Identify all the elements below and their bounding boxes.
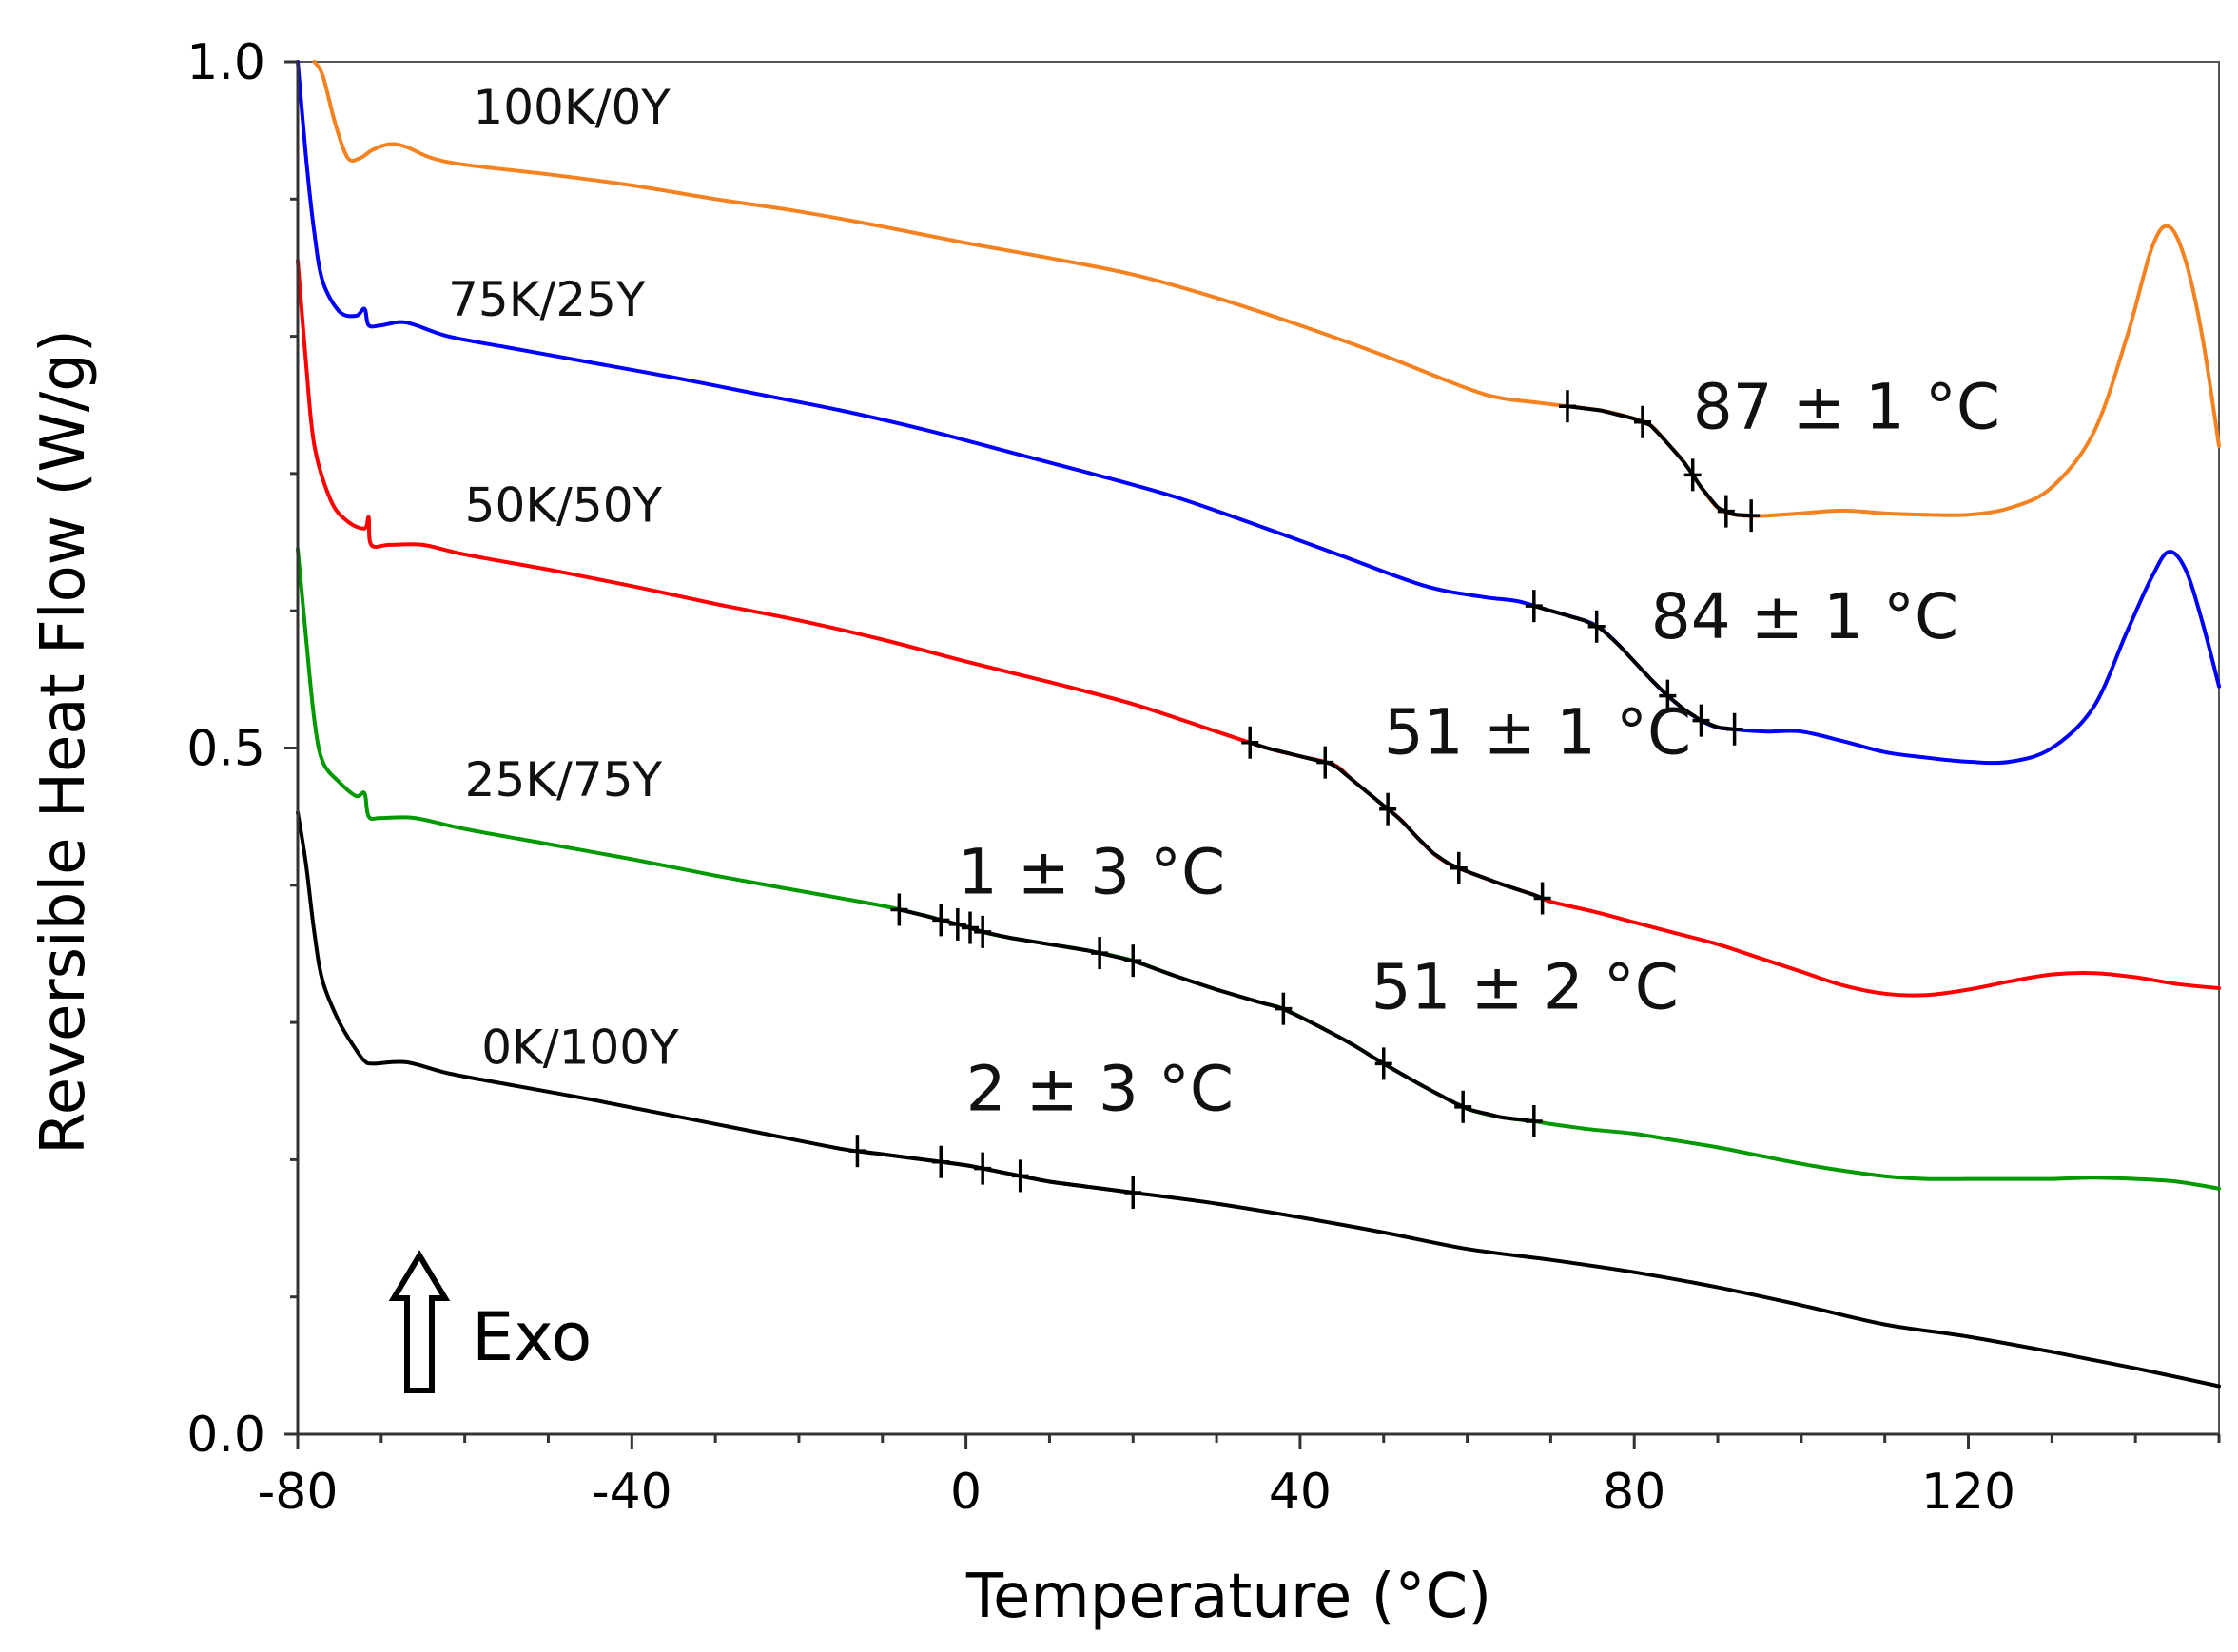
x-tick-label: 0 xyxy=(950,1464,982,1521)
exo-label: Exo xyxy=(472,1298,592,1376)
x-tick-label: 120 xyxy=(1921,1464,2015,1521)
plot-border xyxy=(297,61,2220,1435)
exo-indicator: Exo xyxy=(388,1250,592,1393)
tg-annotation: 87 ± 1 °C xyxy=(1693,370,2000,443)
series-line-100k-0y xyxy=(312,60,2221,518)
series-label-75k-25y: 75K/25Y xyxy=(448,272,646,327)
series-75k-25y: 75K/25Y xyxy=(296,60,2221,766)
y-tick-label: 0.0 xyxy=(186,1407,265,1464)
transition-overlay-25k-75y xyxy=(898,907,1535,1123)
y-tick-label: 0.5 xyxy=(186,721,265,778)
y-tick-label: 1.0 xyxy=(186,34,265,91)
plot-area xyxy=(297,61,2220,1435)
transition-overlay-100k-0y xyxy=(1567,404,1752,518)
tg-annotation: 2 ± 3 °C xyxy=(966,1052,1234,1125)
transition-overlay-50k-50y xyxy=(1249,740,1544,901)
axis-layer: 0.0 0.5 1.0 -80 -40 0 40 80 120 xyxy=(186,34,2221,1521)
series-label-25k-75y: 25K/75Y xyxy=(465,752,663,807)
series-label-50k-50y: 50K/50Y xyxy=(465,477,663,533)
x-tick-label: 40 xyxy=(1269,1464,1332,1521)
series-label-100k-0y: 100K/0Y xyxy=(473,80,671,135)
tg-annotation: 51 ± 1 °C xyxy=(1384,695,1691,768)
series-100k-0y: 100K/0Y xyxy=(312,60,2221,518)
x-tick-label: -80 xyxy=(258,1464,339,1521)
x-tick-label: -40 xyxy=(592,1464,672,1521)
x-axis-title: Temperature (°C) xyxy=(965,1562,1491,1632)
tg-annotation: 51 ± 2 °C xyxy=(1372,951,1679,1024)
series-label-0k-100y: 0K/100Y xyxy=(481,1020,679,1075)
tg-annotation: 1 ± 3 °C xyxy=(958,835,1225,908)
transition-overlay-0k-100y xyxy=(857,1149,1134,1195)
annotation-layer: 87 ± 1 °C 84 ± 1 °C 51 ± 1 °C 1 ± 3 °C 51 ± … xyxy=(958,370,2000,1125)
up-arrow-icon xyxy=(388,1250,451,1393)
series-layer: 100K/0Y 75K/25Y 50K/50Y 25K/75Y 0K/100Y xyxy=(296,60,2221,1389)
series-line-75k-25y xyxy=(296,60,2221,766)
y-axis-title: Reversible Heat Flow (W/g) xyxy=(29,329,99,1155)
x-tick-label: 80 xyxy=(1603,1464,1665,1521)
tg-annotation: 84 ± 1 °C xyxy=(1651,580,1958,653)
transition-overlay-layer xyxy=(848,390,1761,1210)
